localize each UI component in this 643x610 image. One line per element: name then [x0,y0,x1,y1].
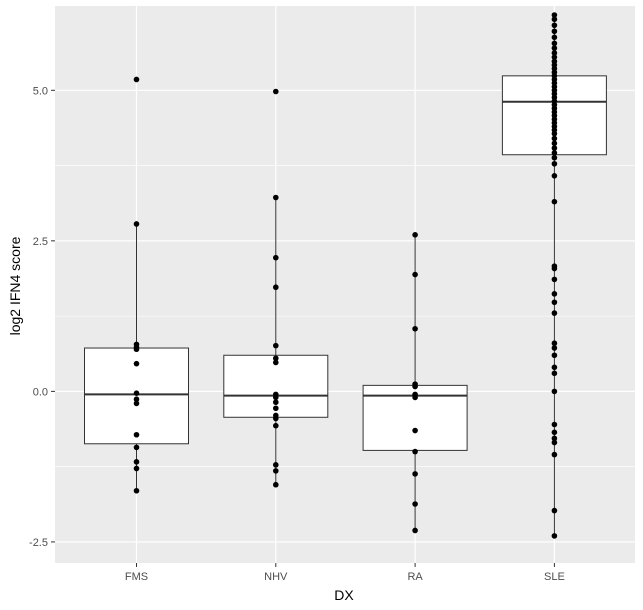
point-ra-10 [412,501,418,507]
point-nhv-4 [273,342,279,349]
y-tick-label-0: -2.5 [29,537,48,549]
point-ra-2 [412,325,418,332]
point-fms-5 [133,360,140,367]
point-fms-6 [133,390,140,396]
x-tick-label-sle: SLE [544,571,565,583]
point-sle-4 [551,34,558,41]
point-nhv-16 [273,481,279,488]
point-sle-5 [551,40,558,47]
point-nhv-14 [273,462,279,468]
point-ra-6 [412,394,418,401]
point-ra-4 [412,383,418,390]
point-nhv-5 [273,355,279,362]
y-axis-title: log2 IFN4 score [7,236,23,335]
y-tick-label-1: 0.0 [33,386,48,398]
point-sle-55 [551,507,558,514]
point-sle-49 [551,388,558,395]
point-ra-11 [412,527,418,534]
point-sle-39 [551,265,558,272]
point-ra-7 [412,427,418,434]
point-sle-0 [551,12,558,18]
point-sle-3 [551,28,558,35]
point-sle-51 [551,429,558,436]
point-sle-7 [551,50,558,56]
point-sle-46 [551,352,558,359]
point-sle-41 [551,291,558,297]
point-sle-6 [551,45,558,51]
point-sle-35 [551,160,558,167]
point-nhv-3 [273,284,279,291]
point-fms-1 [133,221,140,227]
point-fms-8 [133,400,140,407]
point-sle-50 [551,421,558,428]
point-sle-40 [551,276,558,283]
x-tick-label-nhv: NHV [264,571,288,583]
point-nhv-10 [273,405,279,412]
point-nhv-9 [273,399,279,406]
point-sle-30 [551,135,558,142]
point-sle-44 [551,340,558,347]
point-nhv-12 [273,415,279,422]
point-sle-34 [551,154,558,161]
point-sle-56 [551,533,558,539]
point-ra-0 [412,232,418,238]
point-nhv-6 [273,359,279,366]
minor-gridlines [55,165,635,467]
point-sle-54 [551,451,558,458]
point-nhv-15 [273,468,279,474]
point-fms-10 [133,444,140,451]
point-sle-52 [551,435,558,442]
point-sle-32 [551,145,558,151]
point-sle-42 [551,299,558,306]
x-axis-title: DX [334,587,354,603]
point-sle-47 [551,364,558,371]
point-fms-12 [133,465,140,472]
point-ra-9 [412,471,418,477]
point-ra-1 [412,271,418,278]
point-sle-36 [551,173,558,179]
point-nhv-13 [273,422,279,429]
y-tick-label-3: 5.0 [33,85,48,97]
point-sle-33 [551,150,558,156]
point-fms-7 [133,396,140,403]
point-fms-0 [133,76,140,83]
point-nhv-0 [273,88,279,95]
point-nhv-1 [273,194,279,201]
point-sle-31 [551,140,558,147]
point-fms-9 [133,431,140,438]
y-axis-ticks: -2.5 0.0 2.5 5.0 [29,85,55,549]
point-sle-43 [551,310,558,316]
x-axis-ticks: FMS NHV RA SLE [125,563,565,583]
point-fms-13 [133,487,140,494]
point-fms-11 [133,459,140,465]
box-ra [362,234,468,531]
point-nhv-8 [273,394,279,401]
point-sle-1 [551,16,558,23]
point-sle-2 [551,22,558,29]
x-tick-label-fms: FMS [125,571,148,583]
point-sle-48 [551,370,558,377]
point-sle-37 [551,198,558,205]
point-sle-29 [551,130,558,137]
point-sle-8 [551,54,558,60]
y-tick-label-2: 2.5 [33,236,48,248]
point-sle-53 [551,439,558,446]
point-ra-8 [412,448,418,455]
point-fms-4 [133,346,140,353]
point-nhv-2 [273,254,279,261]
point-sle-45 [551,345,558,351]
x-tick-label-ra: RA [407,571,423,583]
data-points [133,12,558,539]
